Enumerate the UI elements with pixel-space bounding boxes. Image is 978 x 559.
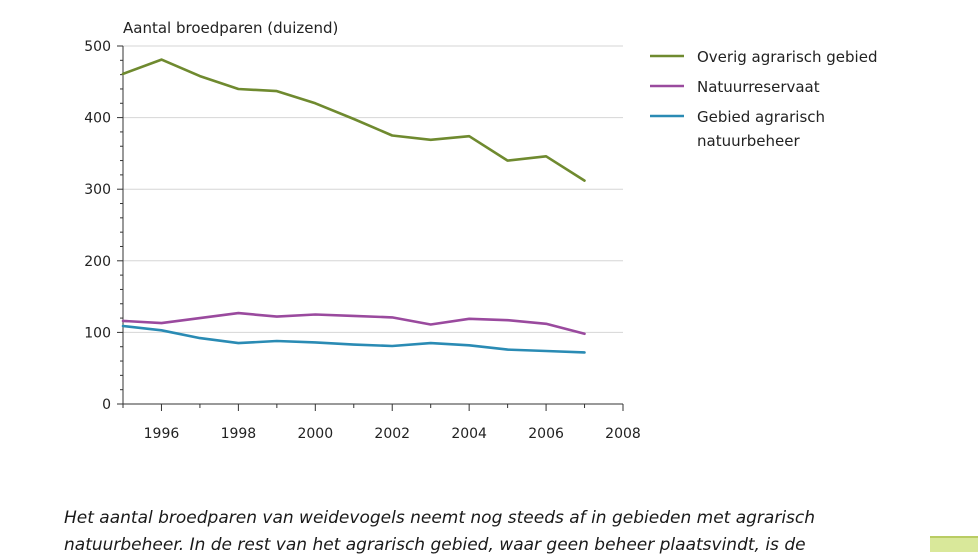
- legend-label-2: Natuurreservaat: [697, 78, 820, 96]
- series-line-3: [121, 324, 586, 354]
- line-chart: 1996 1998 2000 2002 2004 2006 2008 0 100 200 300 4…: [84, 19, 877, 442]
- x-tick-label: 2006: [528, 426, 564, 442]
- y-axis-ticks: 0 100 200 300 400 500: [84, 39, 123, 413]
- legend-label-3: natuurbeheer: [697, 132, 800, 150]
- x-tick-label: 2000: [297, 426, 333, 442]
- series-line-1: [121, 58, 586, 182]
- y-tick-label: 500: [84, 39, 111, 55]
- y-tick-label: 200: [84, 254, 111, 270]
- x-tick-label: 2004: [451, 426, 487, 442]
- x-tick-label: 1998: [221, 426, 257, 442]
- y-tick-label: 0: [102, 397, 111, 413]
- series-lines: [121, 58, 586, 354]
- x-tick-label: 2002: [374, 426, 410, 442]
- x-tick-label: 1996: [144, 426, 180, 442]
- legend-label-1: Overig agrarisch gebied: [697, 48, 877, 66]
- y-tick-label: 400: [84, 111, 111, 127]
- legend: Overig agrarisch gebied Natuurreservaat Ge…: [650, 48, 877, 150]
- x-tick-label: 2008: [605, 426, 641, 442]
- legend-label-3: Gebied agrarisch: [697, 108, 825, 126]
- caption-line-1: Het aantal broedparen van weidevogels ne…: [64, 508, 816, 528]
- y-axis-label: Aantal broedparen (duizend): [123, 19, 338, 37]
- caption: Het aantal broedparen van weidevogels ne…: [64, 505, 944, 559]
- gridlines: [123, 45, 623, 333]
- corner-mark: [930, 536, 978, 552]
- caption-line-2: natuurbeheer. In de rest van het agraris…: [64, 535, 806, 555]
- x-axis-ticks: 1996 1998 2000 2002 2004 2006 2008: [122, 404, 641, 442]
- axes: [122, 46, 623, 405]
- series-line-2: [121, 311, 586, 336]
- y-tick-label: 300: [84, 182, 111, 198]
- y-tick-label: 100: [84, 325, 111, 341]
